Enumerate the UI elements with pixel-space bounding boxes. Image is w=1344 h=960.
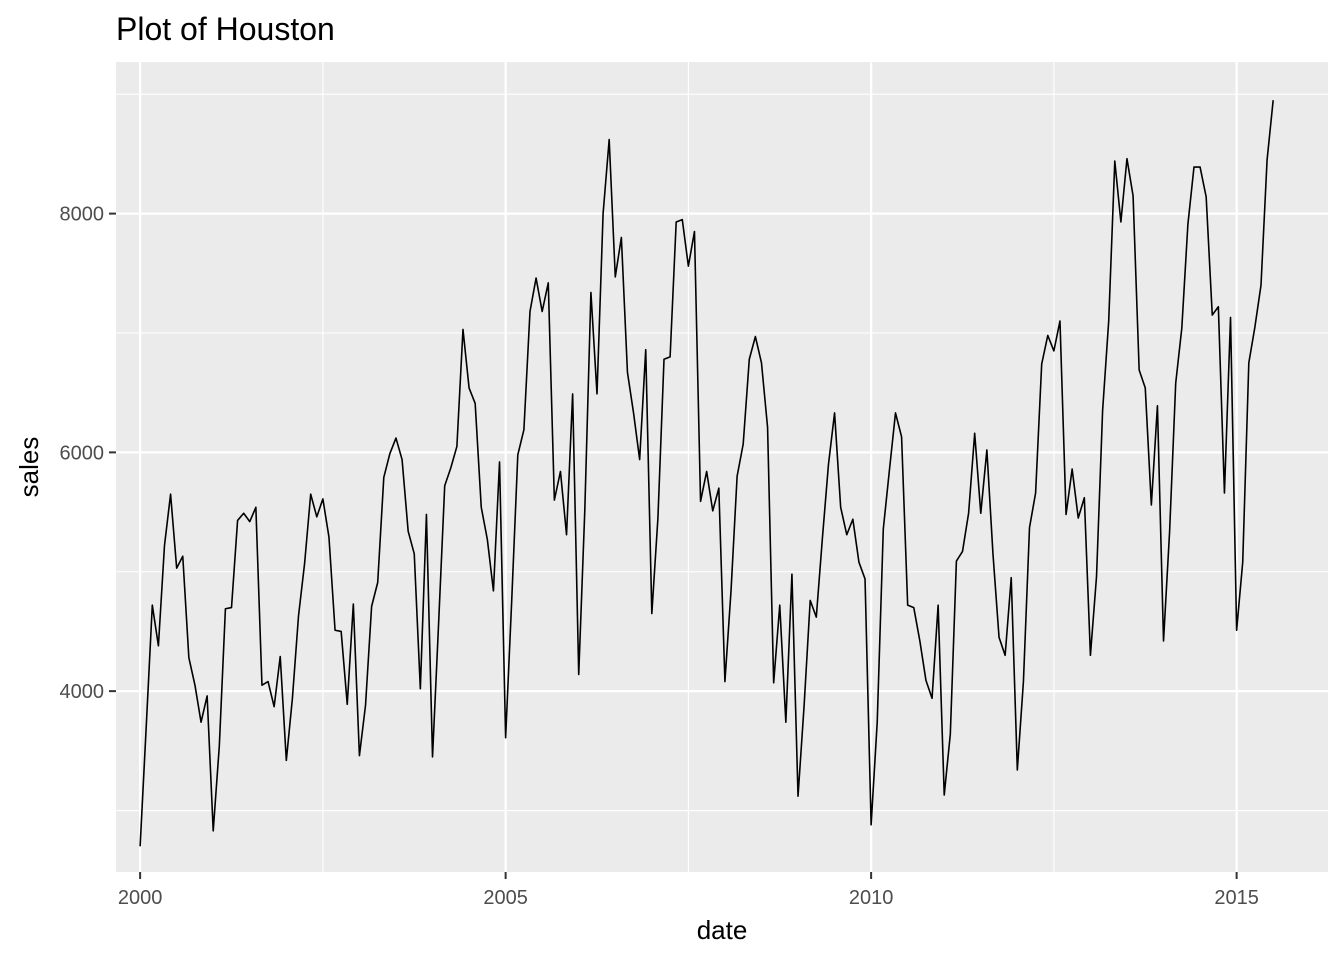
chart-title: Plot of Houston — [116, 11, 335, 47]
y-axis: 4000 6000 8000 — [60, 204, 116, 703]
y-tick-label: 4000 — [60, 681, 105, 703]
y-axis-title: sales — [14, 437, 44, 498]
y-tick-label: 6000 — [60, 442, 105, 464]
x-tick-label: 2015 — [1214, 887, 1259, 909]
x-tick-label: 2000 — [118, 887, 163, 909]
sales-series-line — [139, 100, 1274, 847]
x-tick-label: 2005 — [483, 887, 528, 909]
y-tick-label: 8000 — [60, 204, 105, 226]
major-gridlines — [116, 62, 1328, 872]
x-axis: 2000 2005 2010 2015 — [118, 872, 1259, 909]
x-tick-label: 2010 — [849, 887, 894, 909]
x-axis-title: date — [697, 915, 748, 945]
plot-panel — [116, 62, 1328, 872]
